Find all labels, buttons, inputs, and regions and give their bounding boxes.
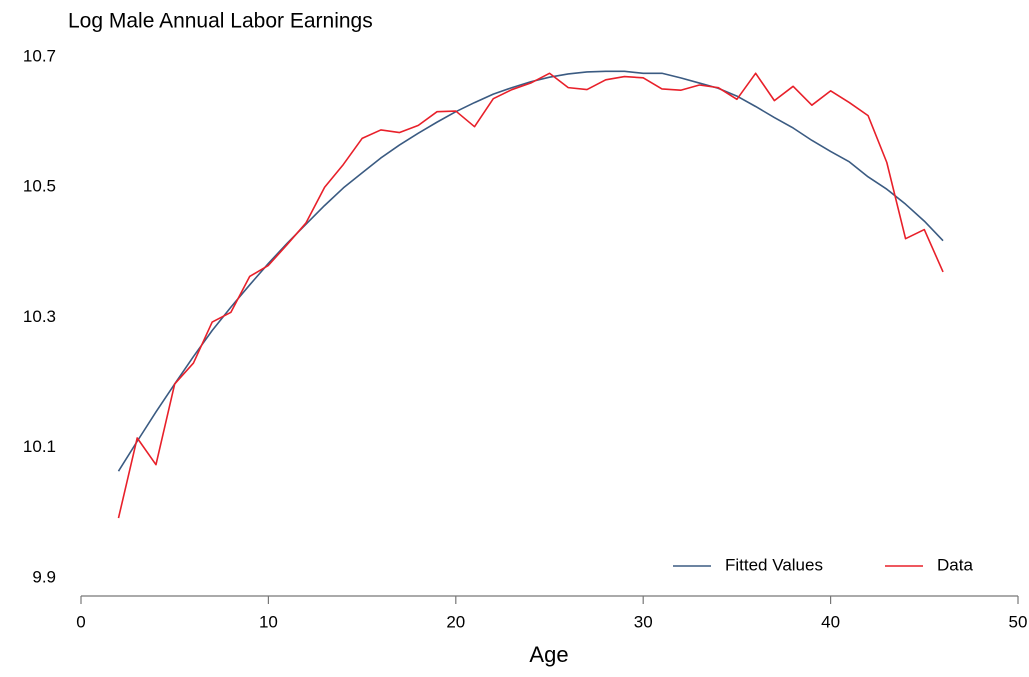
x-tick-label: 20 [446, 612, 465, 631]
x-tick-label: 10 [259, 612, 278, 631]
x-tick-label: 0 [76, 612, 85, 631]
x-tick-label: 40 [821, 612, 840, 631]
y-tick-label: 9.9 [32, 567, 56, 586]
y-tick-label: 10.5 [23, 177, 56, 196]
x-tick-label: 50 [1009, 612, 1028, 631]
y-tick-label: 10.3 [23, 307, 56, 326]
legend-label: Fitted Values [725, 555, 823, 574]
chart-title: Log Male Annual Labor Earnings [68, 10, 373, 33]
x-tick-label: 30 [634, 612, 653, 631]
x-axis-label: Age [529, 642, 568, 667]
line [117, 70, 944, 472]
legend-label: Data [937, 555, 973, 574]
y-tick-label: 10.7 [23, 46, 56, 65]
y-tick-label: 10.1 [23, 437, 56, 456]
line [117, 72, 944, 519]
